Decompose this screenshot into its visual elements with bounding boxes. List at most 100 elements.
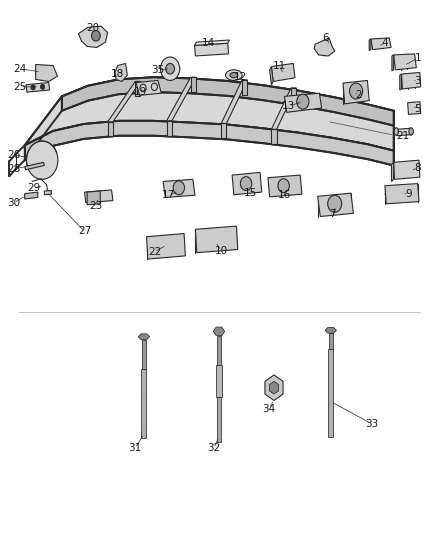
Text: 10: 10 <box>215 246 228 255</box>
Polygon shape <box>195 226 238 253</box>
Ellipse shape <box>230 72 238 78</box>
Polygon shape <box>270 67 273 85</box>
Ellipse shape <box>226 70 242 80</box>
Bar <box>217 336 221 366</box>
Text: 31: 31 <box>128 443 142 453</box>
Text: 1: 1 <box>414 53 421 63</box>
Polygon shape <box>242 80 247 95</box>
Text: 16: 16 <box>278 190 291 200</box>
Polygon shape <box>392 163 394 181</box>
Circle shape <box>160 57 180 80</box>
Polygon shape <box>78 26 108 47</box>
Circle shape <box>166 63 174 74</box>
Polygon shape <box>135 82 141 96</box>
Polygon shape <box>272 88 296 130</box>
Text: 22: 22 <box>148 247 161 256</box>
Bar <box>216 366 222 397</box>
Text: 19: 19 <box>134 87 147 97</box>
Text: 5: 5 <box>414 104 421 114</box>
Text: 35: 35 <box>151 65 165 75</box>
Text: 23: 23 <box>89 201 102 211</box>
Text: 17: 17 <box>162 190 175 200</box>
Polygon shape <box>25 121 394 165</box>
Text: 25: 25 <box>13 82 27 92</box>
Text: 6: 6 <box>323 33 329 43</box>
Polygon shape <box>108 82 141 122</box>
Polygon shape <box>318 193 353 216</box>
Polygon shape <box>269 381 279 394</box>
Text: 21: 21 <box>396 131 409 141</box>
Polygon shape <box>394 54 417 70</box>
Polygon shape <box>191 77 196 92</box>
Polygon shape <box>221 124 226 139</box>
Polygon shape <box>138 334 150 340</box>
Polygon shape <box>136 80 161 95</box>
Polygon shape <box>272 130 277 144</box>
Text: 3: 3 <box>414 77 421 86</box>
Polygon shape <box>314 38 335 56</box>
Text: 29: 29 <box>27 183 40 193</box>
Text: 32: 32 <box>207 443 220 453</box>
Bar <box>142 340 146 369</box>
Ellipse shape <box>394 128 399 135</box>
Polygon shape <box>221 80 247 124</box>
Circle shape <box>31 85 35 90</box>
Polygon shape <box>285 93 321 112</box>
Polygon shape <box>194 40 230 45</box>
Polygon shape <box>371 38 391 50</box>
Circle shape <box>92 30 100 41</box>
Text: 9: 9 <box>406 189 412 199</box>
Polygon shape <box>25 192 38 199</box>
Polygon shape <box>166 77 196 121</box>
Bar <box>141 369 146 438</box>
Text: 24: 24 <box>13 64 27 74</box>
Bar <box>329 333 333 349</box>
Polygon shape <box>147 233 185 259</box>
Text: 15: 15 <box>244 188 257 198</box>
Circle shape <box>350 83 363 99</box>
Polygon shape <box>343 80 369 104</box>
Polygon shape <box>396 128 411 136</box>
Text: 14: 14 <box>201 38 215 48</box>
Polygon shape <box>108 122 113 136</box>
Text: 26: 26 <box>7 150 21 160</box>
Polygon shape <box>87 191 100 205</box>
Text: 11: 11 <box>272 61 286 70</box>
Polygon shape <box>85 190 113 203</box>
Polygon shape <box>385 183 419 204</box>
Polygon shape <box>392 55 394 71</box>
Polygon shape <box>25 77 394 151</box>
Polygon shape <box>163 179 195 197</box>
Polygon shape <box>369 39 371 51</box>
Text: 20: 20 <box>86 23 99 34</box>
Bar <box>217 397 221 442</box>
Circle shape <box>173 181 184 195</box>
Circle shape <box>297 94 309 109</box>
Polygon shape <box>62 77 394 126</box>
Polygon shape <box>400 74 402 90</box>
Circle shape <box>40 84 45 90</box>
Polygon shape <box>394 160 420 179</box>
Text: 12: 12 <box>233 72 247 82</box>
Text: 4: 4 <box>381 38 388 48</box>
Circle shape <box>26 141 58 179</box>
Polygon shape <box>325 327 336 333</box>
Polygon shape <box>44 190 51 195</box>
Polygon shape <box>35 64 57 82</box>
Polygon shape <box>402 72 421 89</box>
Bar <box>328 349 333 437</box>
Polygon shape <box>272 63 295 82</box>
Circle shape <box>278 179 289 192</box>
Polygon shape <box>213 327 225 336</box>
Polygon shape <box>268 175 302 197</box>
Polygon shape <box>194 43 229 56</box>
Text: 30: 30 <box>7 198 20 208</box>
Polygon shape <box>232 172 262 195</box>
Polygon shape <box>26 83 49 92</box>
Text: 34: 34 <box>263 404 276 414</box>
Polygon shape <box>115 63 127 82</box>
Text: 18: 18 <box>111 69 124 79</box>
Text: 28: 28 <box>7 164 21 174</box>
Text: 8: 8 <box>414 163 421 173</box>
Text: 13: 13 <box>282 101 296 111</box>
